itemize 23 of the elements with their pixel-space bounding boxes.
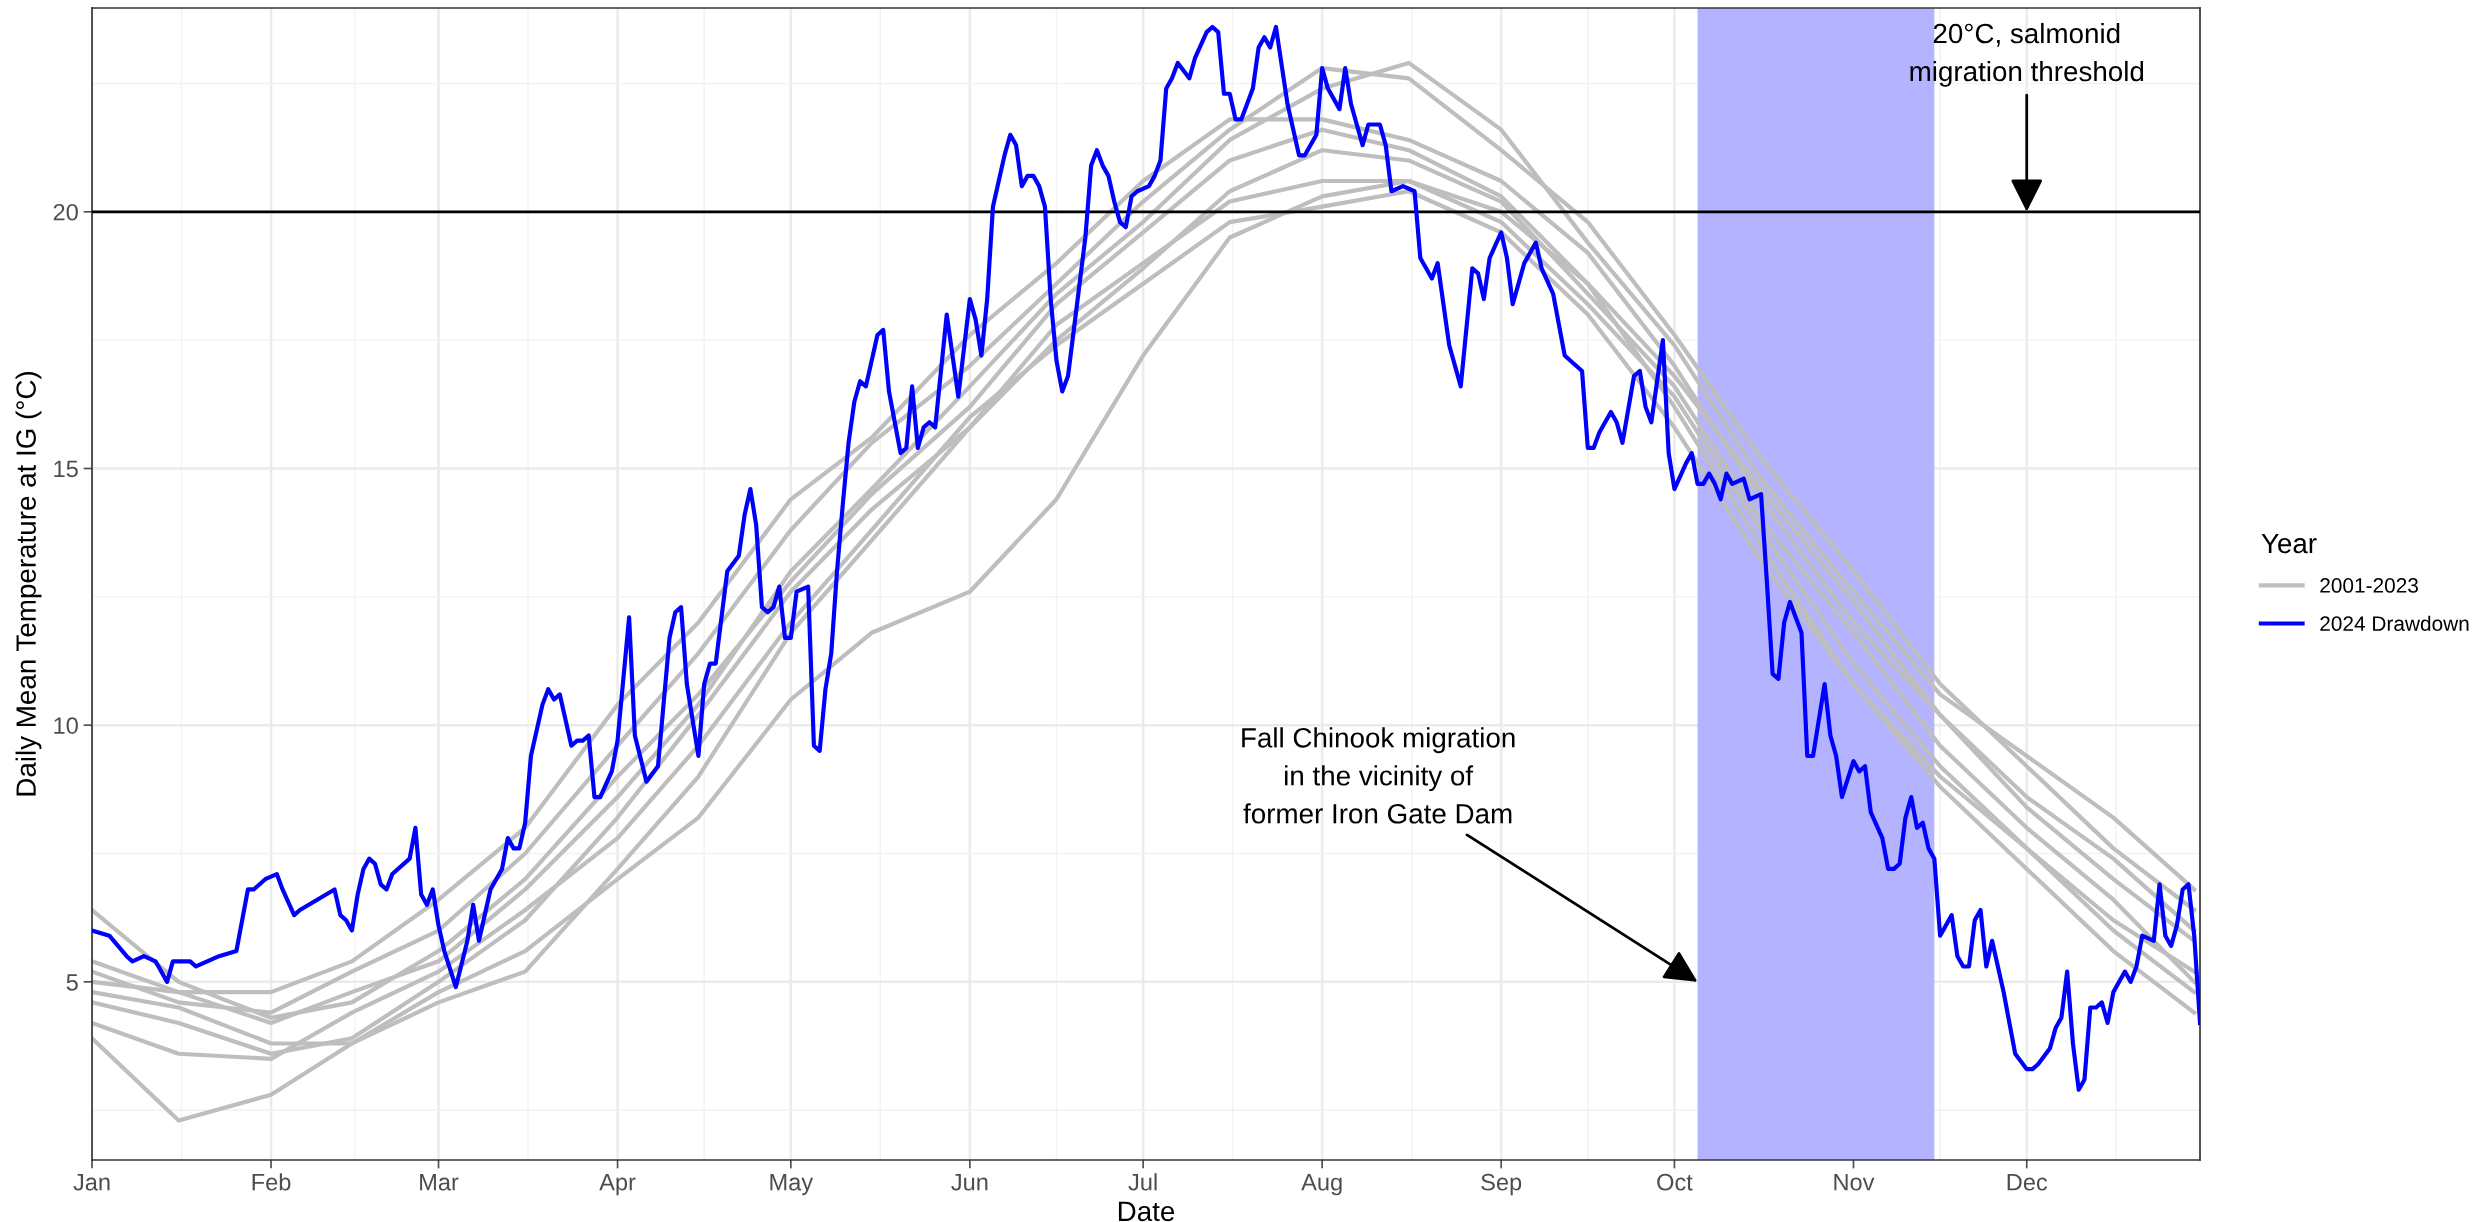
x-tick-label: Mar xyxy=(420,1174,459,1191)
annotation: 20°C, salmonid migration threshold xyxy=(1910,22,2144,87)
x-tick-label: Jun xyxy=(951,1174,988,1191)
x-axis-title: Date xyxy=(1118,1201,1175,1222)
annotation: Fall Chinook migration in the vicinity of former Iron Gate Dam xyxy=(1242,727,1515,824)
y-tick-label: 15 xyxy=(54,460,78,478)
legend-label: 2001-2023 xyxy=(2320,578,2418,593)
x-tick-label: May xyxy=(770,1174,814,1196)
x-tick-label: Oct xyxy=(1657,1173,1693,1191)
x-tick-label: Feb xyxy=(252,1173,291,1191)
x-tick-label: Nov xyxy=(1834,1174,1875,1191)
x-tick-label: Aug xyxy=(1301,1174,1342,1196)
x-tick-label: Sep xyxy=(1481,1173,1522,1196)
y-tick-label: 20 xyxy=(53,203,78,221)
legend-label: 2024 Drawdown xyxy=(2320,615,2469,631)
y-axis-title: Daily Mean Temperature at IG (°C) xyxy=(15,372,42,796)
y-tick-label: 5 xyxy=(66,974,78,991)
x-tick-label: Dec xyxy=(2007,1174,2048,1191)
x-tick-label: Jan xyxy=(73,1174,110,1191)
x-tick-label: Jul xyxy=(1128,1173,1157,1191)
legend-title: Year xyxy=(2261,533,2317,554)
x-tick-label: Apr xyxy=(599,1174,636,1196)
y-tick-label: 10 xyxy=(54,717,78,734)
